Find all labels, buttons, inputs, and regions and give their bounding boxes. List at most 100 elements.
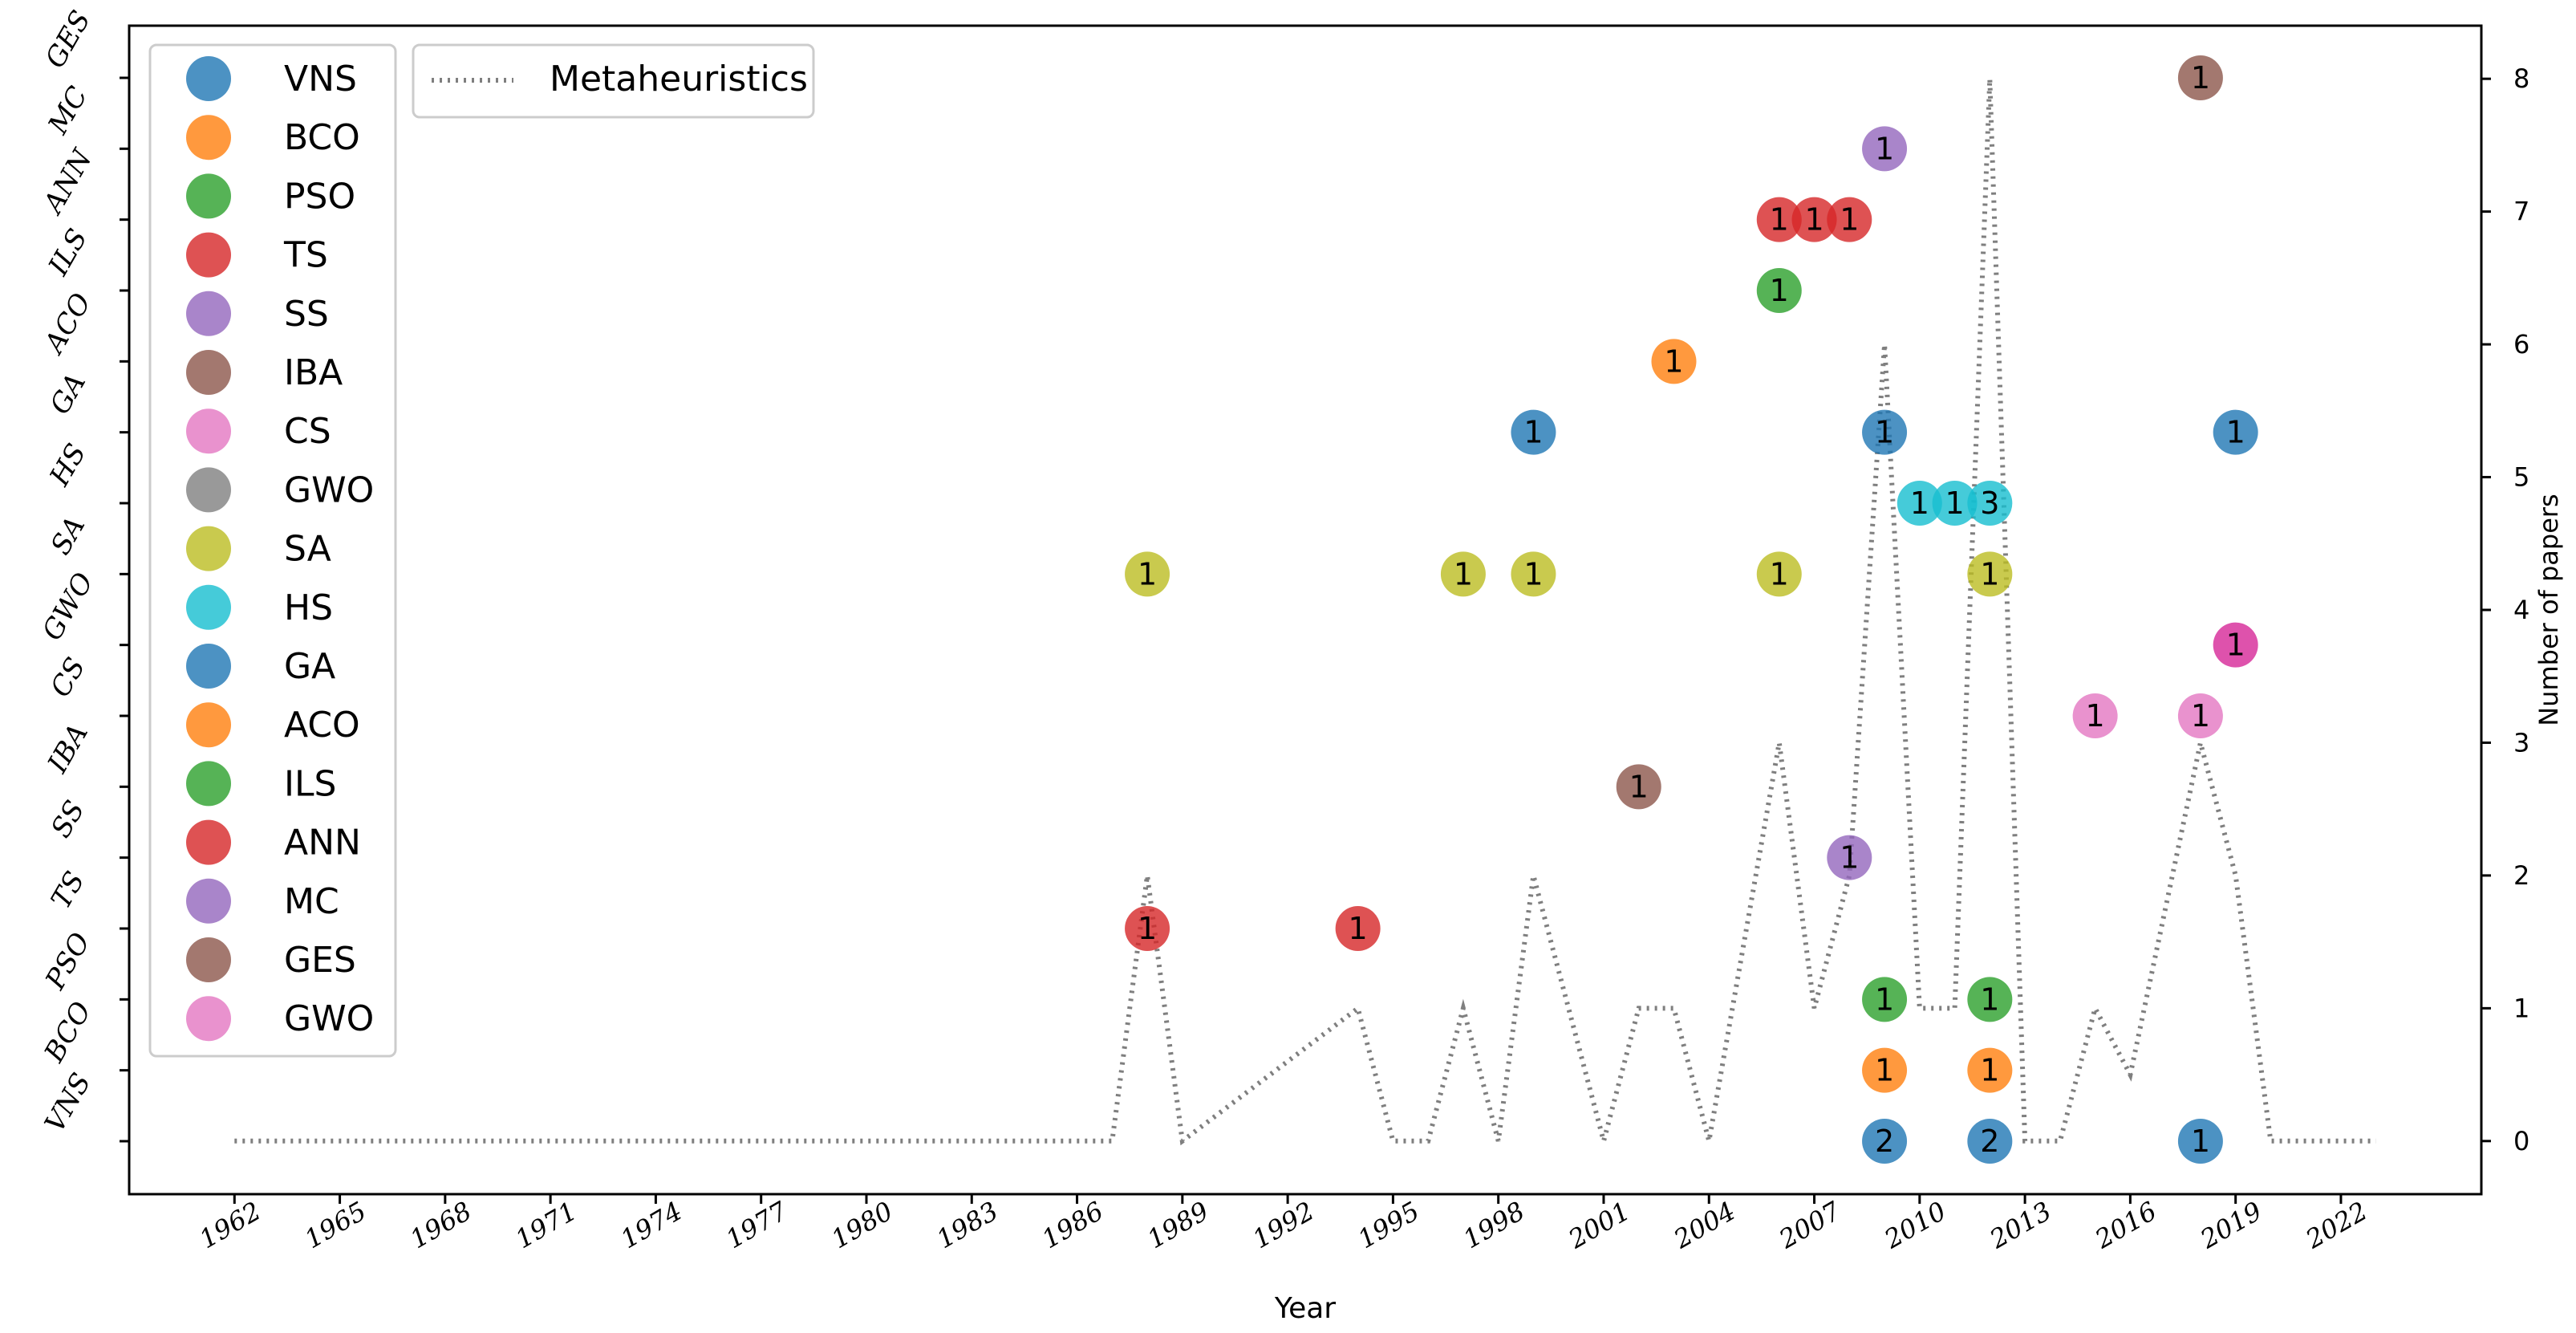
legend-label-ga: GA <box>284 646 335 687</box>
bubble-count: 1 <box>2191 1124 2210 1159</box>
x-tick-label: 1995 <box>1353 1196 1425 1255</box>
bubble-count: 1 <box>1840 202 1859 238</box>
x-tick-label: 2010 <box>1879 1196 1951 1255</box>
legend-marker-gwo <box>186 467 231 513</box>
bubble-count: 1 <box>1945 486 1964 521</box>
x-tick-label: 2004 <box>1668 1196 1740 1255</box>
bubble-ga-2019 <box>2213 409 2258 455</box>
bubble-hs-2012 <box>1967 481 2013 526</box>
x-tick-label: 2013 <box>1984 1196 2056 1255</box>
legend-line-box <box>412 43 815 119</box>
x-tick-label: 1998 <box>1458 1196 1530 1255</box>
legend-label-ann: ANN <box>284 823 361 864</box>
bubble-ges-2018 <box>2177 55 2223 100</box>
bubble-ts-1988 <box>1125 906 1170 951</box>
legend-label-aco: ACO <box>284 705 360 746</box>
x-axis: 1962 1965 1968 1971 1974 1977 1980 1983 1986 1989… <box>194 1194 2372 1255</box>
y-axis-right-title: Number of papers <box>2533 494 2564 725</box>
legend-marker-ga <box>186 644 231 689</box>
legend-label-pso: PSO <box>284 176 355 217</box>
y-tick-label-pso: PSO <box>39 927 97 995</box>
x-tick-label: 1977 <box>720 1195 793 1254</box>
y-axis-right: 0 1 2 3 4 5 6 7 8 <box>2481 63 2529 1156</box>
bubble-ga-1999 <box>1511 409 1556 455</box>
legend-label-iba: IBA <box>284 352 343 393</box>
bubble-count: 1 <box>1629 769 1649 804</box>
bubble-cs-2015 <box>2072 693 2118 738</box>
bubble-sa-1999 <box>1511 551 1556 597</box>
bubble-count: 1 <box>1454 556 1473 591</box>
right-tick-label: 2 <box>2513 860 2529 891</box>
bubble-ss-2008 <box>1827 835 1872 880</box>
bubble-gwo-2019 <box>2213 622 2258 668</box>
y-tick-label-hs: HS <box>43 438 93 492</box>
right-tick-label: 7 <box>2513 197 2529 227</box>
bubble-count: 1 <box>1875 1053 1894 1088</box>
legend-label-hs: HS <box>284 587 333 628</box>
x-tick-label: 1962 <box>194 1196 266 1255</box>
y-tick-label-sa: SA <box>45 511 92 560</box>
y-tick-label-cs: CS <box>44 652 91 703</box>
legend-categories: VNS BCO PSO TS SS IBA CS GWO SA HS GA ACO ILS ANN MC GE… <box>148 43 397 1058</box>
legend-label-cs: CS <box>284 411 331 452</box>
bubble-count: 1 <box>1980 556 1999 591</box>
legend-marker-mc <box>186 878 231 924</box>
bubble-iba-2002 <box>1616 764 1661 810</box>
legend-marker-ils <box>186 761 231 807</box>
legend-marker-gwo <box>186 996 231 1042</box>
bubble-count: 1 <box>1349 911 1368 946</box>
bubble-cs-2018 <box>2177 693 2223 738</box>
y-tick-label-gwo: GWO <box>36 567 100 646</box>
bubble-count: 1 <box>2191 698 2210 734</box>
y-tick-label-iba: IBA <box>41 718 95 778</box>
legend-marker-hs <box>186 584 231 630</box>
legend-label-sa: SA <box>284 529 331 570</box>
y-tick-label-aco: ACO <box>37 287 97 360</box>
bubble-ann-2006 <box>1756 197 1802 242</box>
bubble-count: 1 <box>1840 840 1859 876</box>
bubble-bco-2009 <box>1862 1047 1908 1093</box>
legend-line: Metaheuristics <box>412 43 815 119</box>
bubble-hs-2010 <box>1897 481 1942 526</box>
bubble-ann-2008 <box>1827 197 1872 242</box>
legend-marker-ges <box>186 937 231 982</box>
y-tick-label-ts: TS <box>45 866 91 914</box>
bubble-count: 1 <box>2226 415 2245 450</box>
legend-marker-aco <box>186 702 231 748</box>
legend-label-mc: MC <box>284 881 339 922</box>
x-tick-label: 1974 <box>615 1196 688 1255</box>
bubble-count: 1 <box>1980 1053 1999 1088</box>
right-tick-label: 1 <box>2513 993 2529 1023</box>
bubble-count: 1 <box>1980 981 1999 1017</box>
bubble-vns-2018 <box>2177 1119 2223 1164</box>
bubble-count: 1 <box>2086 698 2105 734</box>
bubble-aco-2003 <box>1651 339 1697 384</box>
bubble-ils-2006 <box>1756 268 1802 313</box>
x-axis-title: Year <box>1274 1292 1336 1325</box>
legend-line-label: Metaheuristics <box>550 59 808 100</box>
y-tick-label-ss: SS <box>45 795 91 843</box>
legend-marker-ann <box>186 819 231 865</box>
bubble-sa-2006 <box>1756 551 1802 597</box>
legend-label-ges: GES <box>284 940 356 981</box>
legend-marker-vns <box>186 56 231 101</box>
bubble-count: 1 <box>1910 486 1929 521</box>
right-tick-label: 8 <box>2513 63 2529 94</box>
bubble-count: 1 <box>1138 556 1157 591</box>
bubble-vns-2012 <box>1967 1119 2013 1164</box>
bubble-sa-2012 <box>1967 551 2013 597</box>
bubble-count: 2 <box>1875 1124 1894 1159</box>
x-tick-label: 1968 <box>405 1196 477 1255</box>
y-tick-label-mc: MC <box>42 81 95 140</box>
x-tick-label: 2022 <box>2300 1196 2372 1255</box>
bubble-ga-2009 <box>1862 409 1908 455</box>
legend-marker-ts <box>186 232 231 278</box>
x-tick-label: 1992 <box>1247 1196 1320 1255</box>
x-tick-label: 2019 <box>2195 1196 2267 1255</box>
bubble-count: 1 <box>1523 415 1543 450</box>
bubble-count: 1 <box>1875 415 1894 450</box>
legend-label-bco: BCO <box>284 117 360 158</box>
x-tick-label: 2001 <box>1563 1196 1635 1255</box>
